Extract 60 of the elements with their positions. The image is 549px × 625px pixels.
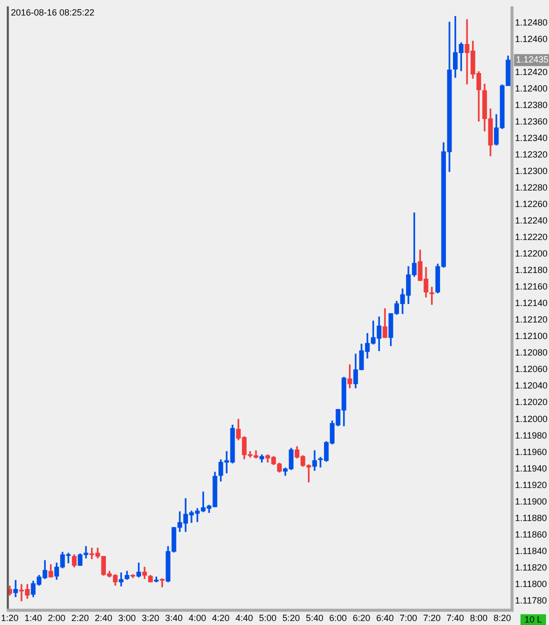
x-tick-label: 4:40	[235, 613, 254, 624]
x-tick-label: 6:40	[376, 613, 394, 624]
y-tick-label: 1.11800	[515, 578, 547, 589]
x-tick-label: 6:00	[329, 613, 347, 624]
x-tick-label: 1:40	[24, 613, 42, 624]
y-tick-label: 1.12460	[515, 34, 548, 44]
x-tick-label: 2:00	[48, 613, 66, 624]
x-tick-label: 8:00	[470, 613, 488, 624]
y-tick-label: 1.12120	[515, 314, 548, 325]
y-tick-label: 1.12420	[515, 66, 548, 77]
x-tick-label: 4:00	[188, 613, 206, 624]
x-tick-label: 7:40	[446, 613, 464, 624]
y-tick-label: 1.11820	[515, 562, 547, 572]
y-tick-label: 1.12200	[515, 248, 548, 259]
y-tick-label: 1.11880	[515, 512, 547, 523]
y-tick-label: 1.11860	[515, 529, 547, 540]
x-tick-label: 5:40	[306, 613, 324, 624]
y-tick-label: 1.11940	[515, 463, 547, 474]
x-tick-label: 1:20	[0, 613, 19, 624]
x-tick-label: 7:00	[400, 613, 418, 624]
x-tick-label: 6:20	[352, 613, 370, 624]
y-tick-label: 1.12480	[515, 17, 548, 28]
x-tick-label: 5:20	[282, 613, 300, 624]
y-tick-label: 1.11780	[515, 595, 547, 606]
y-tick-label: 1.12000	[515, 414, 548, 424]
y-tick-label: 1.12260	[515, 199, 548, 210]
y-tick-label: 1.12280	[515, 182, 548, 193]
y-tick-label: 1.12380	[515, 100, 548, 110]
y-tick-label: 1.12240	[515, 216, 548, 226]
x-tick-label: 3:20	[142, 613, 160, 624]
x-tick-label: 3:40	[165, 613, 183, 624]
x-tick-label: 5:00	[258, 613, 276, 624]
x-tick-label: 8:20	[493, 613, 511, 624]
y-tick-label: 1.12180	[515, 265, 548, 276]
x-tick-label: 2:20	[71, 613, 89, 624]
x-tick-label: 4:20	[212, 613, 230, 624]
x-tick-label: 2:40	[94, 613, 112, 624]
y-tick-label: 1.11920	[515, 480, 547, 490]
x-tick-label: 7:20	[423, 613, 441, 624]
y-tick-label: 1.12220	[515, 232, 548, 242]
y-tick-label: 1.12060	[515, 364, 548, 374]
y-tick-label: 1.11980	[515, 430, 547, 440]
text: 10 L	[524, 614, 542, 625]
x-tick-label: 3:00	[118, 613, 136, 624]
y-tick-label: 1.12340	[515, 133, 548, 144]
y-tick-label: 1.12100	[515, 331, 548, 342]
y-tick-label: 1.12300	[515, 166, 548, 176]
y-tick-label: 1.12320	[515, 150, 548, 160]
y-tick-label: 1.12140	[515, 298, 548, 308]
annotation: 2016-08-16 08:25:22	[10, 7, 94, 18]
y-tick-label: 1.11840	[515, 546, 547, 556]
y-tick-label: 1.12040	[515, 380, 548, 391]
y-tick-label: 1.12160	[515, 282, 548, 292]
y-tick-label: 1.11960	[515, 446, 547, 457]
y-tick-label: 1.11900	[515, 496, 547, 506]
annotation: 1.12435	[516, 54, 549, 65]
y-tick-label: 1.12360	[515, 116, 548, 126]
y-tick-label: 1.12400	[515, 83, 548, 94]
y-tick-label: 1.12020	[515, 397, 548, 408]
y-tick-label: 1.12080	[515, 348, 548, 358]
